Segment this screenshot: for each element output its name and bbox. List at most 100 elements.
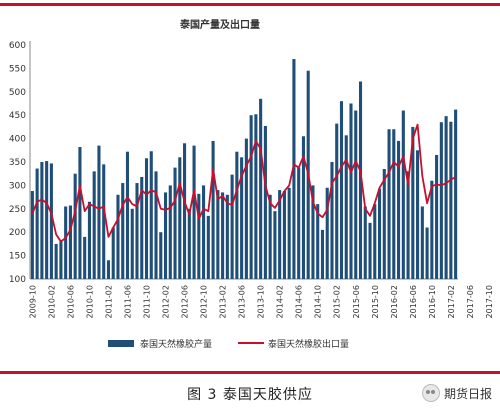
x-tick-label: 2014-06	[295, 285, 304, 318]
y-tick-label: 150	[9, 252, 26, 262]
bar	[149, 151, 153, 279]
x-tick-label: 2015-06	[352, 285, 361, 318]
bar	[354, 110, 358, 280]
bar	[163, 192, 168, 279]
bar	[249, 115, 253, 279]
bar	[40, 162, 44, 279]
bottom-rule	[0, 371, 500, 374]
bar	[420, 206, 424, 279]
bar	[254, 114, 258, 279]
bar	[206, 215, 210, 279]
bar	[373, 204, 377, 279]
x-tick-label: 2017-10	[485, 285, 494, 318]
x-tick-label: 2012-10	[200, 285, 209, 318]
bar	[335, 123, 339, 280]
x-tick-label: 2015-10	[371, 285, 380, 318]
figure-caption: 图 3 泰国天胶供应	[187, 387, 313, 403]
bar	[435, 154, 439, 279]
legend-swatch-production	[108, 340, 134, 347]
bar	[292, 59, 296, 279]
x-tick-label: 2017-06	[466, 285, 475, 318]
bar	[330, 162, 334, 279]
bar	[439, 122, 443, 279]
bar	[197, 193, 201, 279]
bar	[444, 116, 448, 279]
bar	[192, 145, 196, 279]
bar	[377, 188, 382, 279]
y-tick-label: 100	[9, 275, 26, 285]
bar	[411, 126, 415, 280]
y-tick-label: 400	[9, 135, 26, 145]
bar	[320, 229, 325, 279]
bar	[358, 81, 363, 279]
bar	[301, 136, 305, 279]
x-tick-label: 2009-10	[28, 285, 37, 318]
bar	[311, 185, 315, 279]
bar	[178, 157, 182, 279]
x-tick-label: 2013-06	[238, 285, 247, 318]
bar	[45, 161, 49, 279]
bar	[73, 173, 77, 279]
bar	[454, 109, 458, 279]
x-tick-label: 2010-02	[47, 285, 56, 318]
bar	[240, 157, 244, 279]
x-tick-label: 2015-02	[333, 285, 342, 318]
bar	[273, 211, 277, 279]
bar	[268, 194, 272, 279]
y-tick-label: 550	[9, 64, 26, 74]
bar	[87, 201, 91, 279]
bar	[83, 236, 87, 279]
top-rule	[0, 3, 500, 6]
x-tick-label: 2013-02	[219, 285, 228, 318]
bar	[344, 135, 348, 279]
x-tick-label: 2017-02	[447, 285, 456, 318]
chart: 泰国产量及出口量 100 150 200 250 300 350 400 450 500 550 60…	[9, 18, 494, 350]
bar	[382, 169, 386, 279]
bar	[183, 143, 187, 279]
x-tick-label: 2011-10	[143, 285, 152, 318]
x-tick-label: 2013-10	[257, 285, 266, 318]
x-tick-label: 2011-02	[104, 285, 113, 318]
bar	[387, 129, 391, 279]
y-tick-label: 450	[9, 111, 26, 121]
wechat-icon	[421, 384, 440, 402]
bar	[287, 187, 291, 279]
bar	[144, 158, 149, 279]
bar	[35, 168, 39, 279]
legend-label-production: 泰国天然橡胶产量	[140, 338, 212, 350]
bar	[111, 227, 115, 279]
y-tick-label: 600	[9, 41, 26, 51]
x-tick-label: 2012-02	[162, 285, 171, 318]
bar	[221, 192, 225, 279]
chart-title: 泰国产量及出口量	[179, 18, 260, 31]
bar	[416, 150, 420, 279]
bar	[130, 208, 134, 279]
bar	[30, 191, 34, 279]
bar	[339, 101, 344, 279]
bar	[64, 206, 68, 279]
bar	[135, 183, 139, 279]
bar	[211, 140, 215, 279]
bar	[263, 125, 267, 280]
bar	[406, 171, 410, 279]
x-tick-label: 2016-10	[428, 285, 437, 318]
bar	[116, 194, 120, 279]
bar	[202, 185, 206, 279]
bar	[316, 204, 320, 279]
bar	[430, 180, 434, 279]
bar	[397, 140, 401, 279]
bar	[282, 191, 286, 279]
y-tick-label: 200	[9, 228, 26, 238]
bar	[216, 190, 220, 279]
y-tick-label: 350	[9, 158, 26, 168]
x-tick-label: 2014-02	[276, 285, 285, 318]
bar	[97, 145, 101, 279]
bar	[102, 164, 106, 279]
bar	[325, 187, 329, 279]
bar	[297, 167, 301, 279]
export-line	[31, 123, 457, 243]
x-tick-label: 2016-06	[409, 285, 418, 318]
bar	[59, 241, 63, 279]
bar	[168, 185, 172, 279]
y-tick-label: 500	[9, 88, 26, 98]
